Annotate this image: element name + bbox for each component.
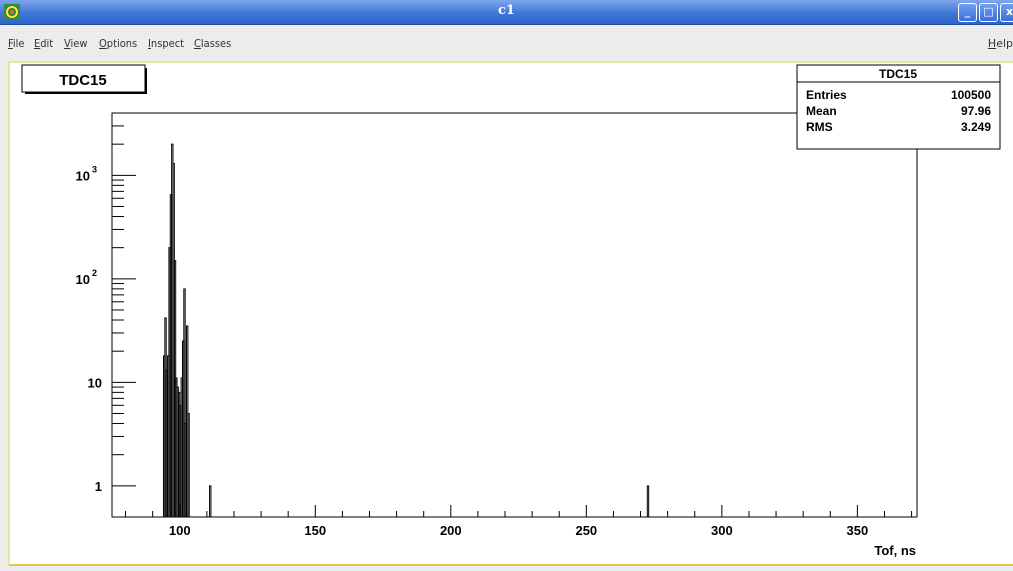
x-axis: 100 150 200 250 300 350 (125, 505, 913, 538)
stats-entries-value: 100500 (951, 88, 991, 102)
stats-mean-label: Mean (806, 104, 837, 118)
title-box[interactable]: TDC15 (21, 64, 147, 94)
root-app-icon[interactable] (4, 4, 20, 20)
close-button[interactable]: x (1000, 3, 1013, 22)
x-tick-label: 250 (575, 523, 597, 538)
x-tick-label: 350 (847, 523, 869, 538)
y-tick-label: 1 (95, 479, 102, 494)
stats-rms-label: RMS (806, 120, 833, 134)
stats-box[interactable]: TDC15 Entries 100500 Mean 97.96 RMS 3.24… (796, 64, 1001, 150)
menu-bar: File Edit View Options Inspect Classes H… (0, 25, 1013, 59)
maximize-button[interactable]: □ (979, 3, 998, 22)
minimize-button[interactable]: _ (958, 3, 977, 22)
root-canvas[interactable]: TDC15 100 150 200 250 300 350 1 10 10 2 10 3 Tof, … (8, 61, 1013, 566)
y-tick-label: 10 (88, 375, 102, 390)
stats-mean-value: 97.96 (961, 104, 991, 118)
histogram-bin (183, 288, 186, 517)
x-tick-label: 200 (440, 523, 462, 538)
menu-view[interactable]: View (64, 37, 88, 50)
histogram-bin (209, 485, 212, 517)
histogram-bin (646, 485, 650, 517)
menu-inspect[interactable]: Inspect (148, 37, 185, 50)
stats-title: TDC15 (879, 67, 917, 81)
menu-file[interactable]: File (8, 37, 25, 50)
y-tick-exponent: 2 (92, 268, 97, 278)
window-title-bar[interactable]: c1 _ □ x (0, 0, 1013, 25)
y-tick-label: 10 (76, 272, 90, 287)
plot-border (111, 112, 918, 518)
menu-edit[interactable]: Edit (34, 37, 54, 50)
x-tick-label: 100 (169, 523, 191, 538)
window-title: c1 (498, 3, 515, 18)
histogram-bin (187, 412, 190, 517)
y-tick-exponent: 3 (92, 164, 97, 174)
menu-classes[interactable]: Classes (194, 37, 232, 50)
x-tick-label: 150 (304, 523, 326, 538)
histogram-bars (162, 143, 650, 517)
stats-rms-value: 3.249 (961, 120, 991, 134)
menu-help[interactable]: Help (987, 37, 1013, 50)
stats-entries-label: Entries (806, 88, 847, 102)
x-tick-label: 300 (711, 523, 733, 538)
plot-frame (111, 112, 918, 518)
x-axis-label: Tof, ns (874, 543, 916, 558)
title-box-label: TDC15 (59, 72, 107, 89)
y-tick-label: 10 (76, 168, 90, 183)
menu-options[interactable]: Options (99, 37, 138, 50)
canvas-frame: TDC15 100 150 200 250 300 350 1 10 10 2 10 3 Tof, … (0, 59, 1013, 571)
